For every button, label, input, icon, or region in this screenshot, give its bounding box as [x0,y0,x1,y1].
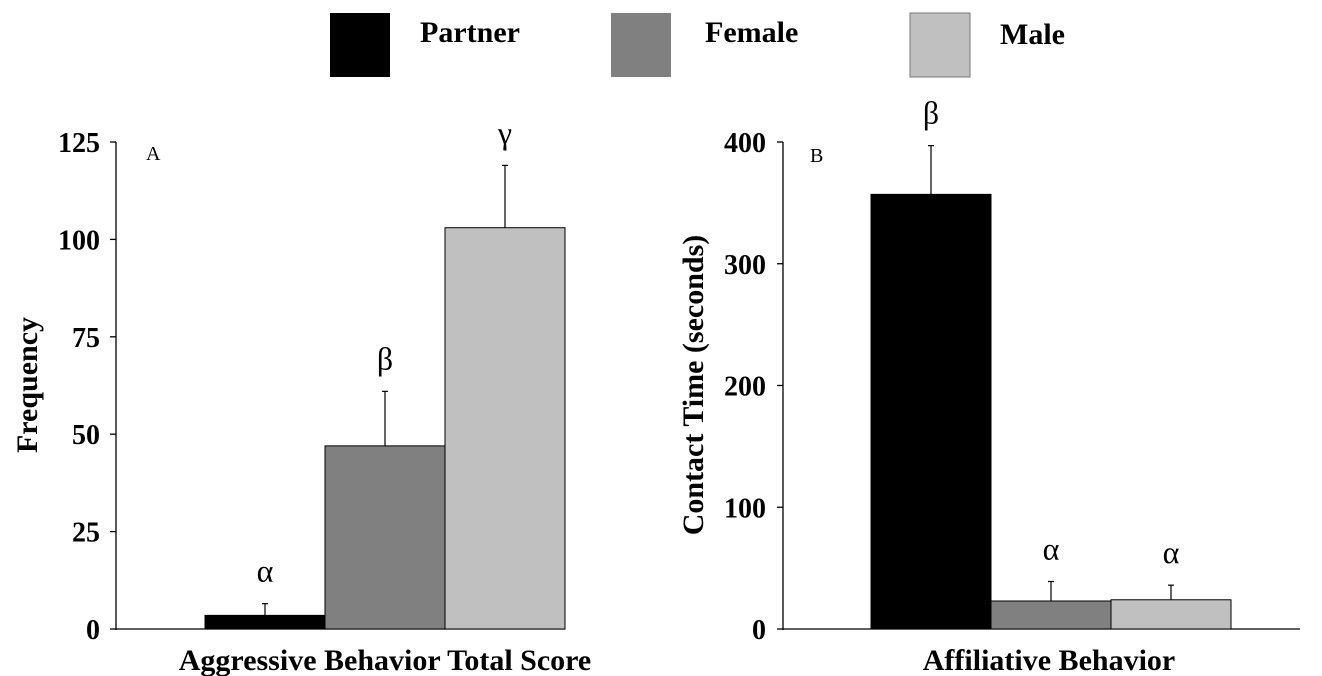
y-tick-label: 0 [752,615,766,646]
y-tick-label: 400 [724,128,766,159]
significance-label-male: γ [497,114,512,150]
y-tick-label: 300 [724,250,766,281]
y-axis-title: Frequency [11,317,44,453]
y-tick-label: 125 [58,128,100,159]
significance-label-partner: α [257,553,274,589]
bar-female [324,445,446,630]
significance-label-female: β [377,340,393,376]
y-tick-label: 100 [724,493,766,524]
y-tick-label: 200 [724,372,766,403]
bar-partner [870,193,992,630]
panel-a-aggressive-behavior: 0 25 50 75 100 125 α β γ A Frequency Aggressive Beh… [11,114,591,676]
significance-label-female: α [1043,531,1060,567]
legend-label-male: Male [1000,18,1065,51]
panel-letter: A [146,143,161,165]
legend-swatch-partner [330,13,390,77]
legend-swatch-male [909,12,971,78]
legend: Partner Female Male [330,12,1065,78]
panel-b-affiliative-behavior: 0 100 200 300 400 β α α B Contact Time (seconds) A… [677,95,1300,676]
y-tick-label: 75 [72,323,100,354]
y-tick-label: 100 [58,225,100,256]
significance-label-male: α [1163,534,1180,570]
panel-letter: B [810,145,823,167]
x-axis-title: Aggressive Behavior Total Score [179,644,592,676]
y-axis-title: Contact Time (seconds) [677,235,710,536]
bar-partner [204,614,326,630]
legend-label-partner: Partner [420,16,520,49]
bar-female [990,600,1112,630]
y-tick-label: 50 [72,420,100,451]
legend-swatch-female [611,13,671,77]
legend-label-female: Female [705,16,798,49]
y-tick-label: 25 [72,518,100,549]
bar-male [444,227,566,630]
y-tick-label: 0 [86,615,100,646]
significance-label-partner: β [923,95,939,131]
bar-male [1110,599,1232,630]
x-axis-title: Affiliative Behavior [923,644,1175,676]
